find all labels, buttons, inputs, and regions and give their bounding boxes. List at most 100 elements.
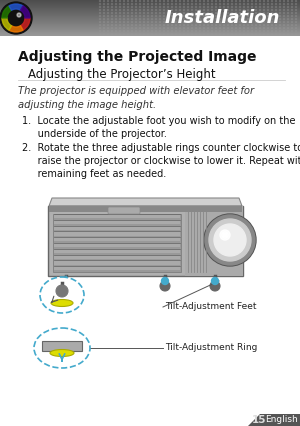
- Text: Adjusting the Projector’s Height: Adjusting the Projector’s Height: [28, 68, 216, 81]
- FancyBboxPatch shape: [0, 14, 300, 15]
- Circle shape: [167, 21, 169, 23]
- Circle shape: [263, 9, 265, 11]
- Circle shape: [203, 18, 205, 20]
- Circle shape: [167, 3, 169, 5]
- Circle shape: [212, 277, 218, 285]
- Circle shape: [239, 28, 241, 29]
- Circle shape: [100, 6, 101, 8]
- Circle shape: [119, 25, 121, 26]
- FancyBboxPatch shape: [0, 32, 300, 33]
- FancyBboxPatch shape: [42, 341, 82, 351]
- Circle shape: [203, 34, 205, 35]
- Circle shape: [227, 25, 229, 26]
- Circle shape: [119, 18, 121, 20]
- Circle shape: [263, 21, 265, 23]
- Circle shape: [56, 285, 68, 297]
- FancyBboxPatch shape: [0, 2, 300, 3]
- Circle shape: [287, 3, 289, 5]
- Circle shape: [287, 0, 289, 2]
- FancyBboxPatch shape: [0, 26, 300, 27]
- Wedge shape: [2, 6, 11, 18]
- Circle shape: [239, 9, 241, 11]
- Circle shape: [203, 15, 205, 17]
- Circle shape: [103, 12, 104, 14]
- Circle shape: [215, 12, 217, 14]
- Circle shape: [160, 18, 161, 20]
- Circle shape: [215, 15, 217, 17]
- Circle shape: [143, 3, 145, 5]
- Circle shape: [239, 31, 241, 32]
- FancyBboxPatch shape: [0, 7, 300, 8]
- Text: 15: 15: [252, 415, 266, 425]
- Circle shape: [167, 28, 169, 29]
- Circle shape: [160, 12, 161, 14]
- FancyBboxPatch shape: [0, 16, 300, 17]
- Circle shape: [160, 21, 161, 23]
- Text: Tilt-Adjustment Ring: Tilt-Adjustment Ring: [165, 343, 257, 352]
- Circle shape: [143, 18, 145, 20]
- Circle shape: [167, 34, 169, 35]
- Circle shape: [160, 15, 161, 17]
- Circle shape: [131, 6, 133, 8]
- Circle shape: [119, 34, 121, 35]
- FancyBboxPatch shape: [53, 214, 181, 272]
- Circle shape: [251, 15, 253, 17]
- Polygon shape: [49, 198, 242, 206]
- FancyBboxPatch shape: [54, 262, 180, 265]
- Circle shape: [287, 9, 289, 11]
- Circle shape: [287, 18, 289, 20]
- Circle shape: [100, 31, 101, 32]
- Circle shape: [61, 281, 71, 291]
- Circle shape: [215, 25, 217, 26]
- Circle shape: [191, 12, 193, 14]
- Circle shape: [209, 219, 251, 261]
- Circle shape: [191, 34, 193, 35]
- FancyBboxPatch shape: [0, 18, 300, 19]
- Circle shape: [103, 28, 104, 29]
- Circle shape: [191, 3, 193, 5]
- Circle shape: [251, 25, 253, 26]
- Circle shape: [103, 21, 104, 23]
- Circle shape: [179, 3, 181, 5]
- Text: English: English: [265, 415, 298, 424]
- Circle shape: [203, 9, 205, 11]
- Circle shape: [251, 31, 253, 32]
- Circle shape: [119, 9, 121, 11]
- Circle shape: [107, 18, 109, 20]
- Circle shape: [143, 28, 145, 29]
- Circle shape: [160, 6, 161, 8]
- FancyBboxPatch shape: [0, 13, 300, 14]
- Circle shape: [143, 21, 145, 23]
- Circle shape: [160, 281, 170, 291]
- Circle shape: [107, 15, 109, 17]
- Circle shape: [143, 15, 145, 17]
- FancyBboxPatch shape: [49, 206, 242, 212]
- Circle shape: [100, 28, 101, 29]
- FancyBboxPatch shape: [0, 8, 300, 9]
- Circle shape: [205, 215, 255, 265]
- Circle shape: [263, 31, 265, 32]
- Circle shape: [131, 12, 133, 14]
- Circle shape: [215, 21, 217, 23]
- Circle shape: [167, 0, 169, 2]
- Circle shape: [160, 34, 161, 35]
- Circle shape: [287, 12, 289, 14]
- Circle shape: [100, 9, 101, 11]
- Circle shape: [100, 3, 101, 5]
- Circle shape: [131, 15, 133, 17]
- Circle shape: [263, 6, 265, 8]
- Circle shape: [203, 0, 205, 2]
- Circle shape: [251, 18, 253, 20]
- Circle shape: [275, 12, 277, 14]
- FancyBboxPatch shape: [0, 31, 300, 32]
- Circle shape: [220, 230, 230, 240]
- Circle shape: [160, 9, 161, 11]
- Circle shape: [131, 9, 133, 11]
- Circle shape: [107, 21, 109, 23]
- Circle shape: [179, 9, 181, 11]
- FancyBboxPatch shape: [54, 221, 180, 224]
- Circle shape: [287, 34, 289, 35]
- Circle shape: [227, 28, 229, 29]
- Circle shape: [179, 28, 181, 29]
- Circle shape: [215, 31, 217, 32]
